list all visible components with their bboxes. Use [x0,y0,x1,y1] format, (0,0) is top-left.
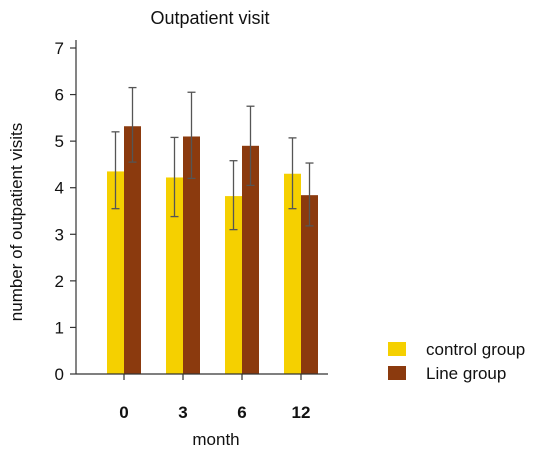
plot-area [107,86,318,375]
bar-line-group [242,145,259,374]
bar-control-group [107,171,124,374]
y-ticks: 0 1 2 3 4 5 6 7 [55,39,76,384]
y-tick-label: 7 [55,39,64,58]
y-axis-title: number of outpatient visits [7,123,26,321]
legend-label: control group [426,340,525,359]
legend: control group Line group [388,340,525,383]
legend-label: Line group [426,364,506,383]
x-tick-label: 12 [292,403,311,422]
y-tick-label: 3 [55,225,64,244]
bar-control-group [225,196,242,374]
y-tick-label: 6 [55,86,64,105]
y-tick-label: 0 [55,365,64,384]
x-tick-label: 3 [178,403,187,422]
legend-swatch [388,366,406,380]
bar-line-group [124,126,141,375]
x-axis-title: month [192,430,239,449]
x-tick-label: 6 [237,403,246,422]
bar-line-group [183,136,200,374]
legend-swatch [388,342,406,356]
y-tick-label: 2 [55,272,64,291]
y-tick-label: 1 [55,318,64,337]
bar-control-group [166,177,183,374]
chart-title: Outpatient visit [150,8,269,28]
bar-control-group [284,173,301,374]
y-tick-label: 5 [55,132,64,151]
x-tick-label: 0 [119,403,128,422]
bar-line-group [301,195,318,374]
x-ticks: 0 3 6 12 [119,374,310,422]
y-tick-label: 4 [55,179,64,198]
